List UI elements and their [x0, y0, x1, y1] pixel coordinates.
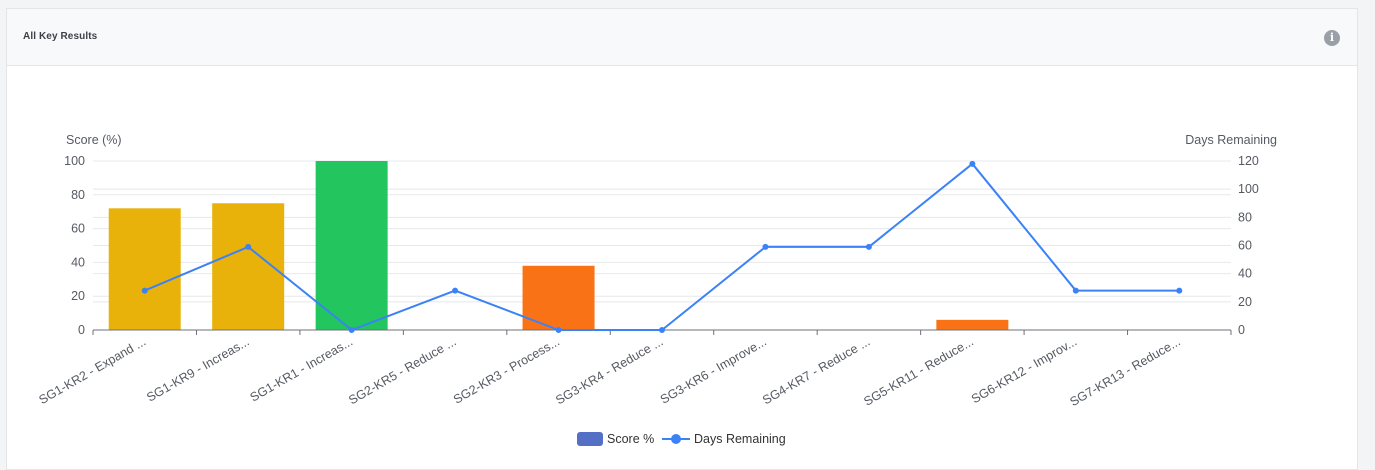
days-remaining-point[interactable]: [762, 243, 769, 250]
legend-days-label: Days Remaining: [694, 432, 786, 446]
info-icon[interactable]: i: [1324, 30, 1340, 46]
days-remaining-point[interactable]: [659, 327, 665, 333]
legend-score-label: Score %: [607, 432, 654, 446]
y-tick-label-right: 120: [1238, 154, 1259, 168]
x-tick-label: SG4-KR7 - Reduce ...: [760, 334, 872, 407]
days-remaining-point[interactable]: [1072, 287, 1079, 294]
x-tick-label: SG1-KR1 - Increas...: [248, 334, 355, 404]
y-axis-title-right: Days Remaining: [1185, 133, 1277, 147]
x-tick-label: SG1-KR9 - Increas...: [144, 334, 251, 404]
days-remaining-point[interactable]: [348, 327, 355, 333]
y-tick-label-right: 0: [1238, 323, 1245, 337]
x-tick-label: SG5-KR11 - Reduce...: [861, 334, 976, 408]
y-axis-title-left: Score (%): [66, 133, 122, 147]
x-tick-label: SG1-KR2 - Expand ...: [37, 334, 149, 407]
x-tick-label: SG6-KR12 - Improv...: [969, 334, 1079, 406]
y-tick-label-left: 40: [71, 255, 85, 269]
score-bar[interactable]: [315, 161, 388, 330]
days-remaining-point[interactable]: [1176, 287, 1183, 294]
days-remaining-point[interactable]: [865, 243, 872, 250]
x-tick-label: SG3-KR4 - Reduce ...: [553, 334, 665, 407]
days-remaining-point[interactable]: [245, 243, 252, 250]
y-tick-label-left: 60: [71, 222, 85, 236]
y-tick-label-right: 60: [1238, 239, 1252, 253]
legend-days-swatch-dot[interactable]: [671, 434, 681, 444]
x-tick-label: SG2-KR5 - Reduce ...: [346, 334, 458, 407]
legend-score-swatch[interactable]: [577, 432, 603, 446]
y-tick-label-right: 20: [1238, 295, 1252, 309]
score-bar[interactable]: [522, 265, 595, 330]
y-tick-label-left: 80: [71, 188, 85, 202]
y-tick-label-left: 20: [71, 289, 85, 303]
card-title: All Key Results: [23, 31, 98, 42]
x-tick-label: SG2-KR3 - Process...: [451, 334, 562, 406]
y-tick-label-left: 0: [78, 323, 85, 337]
score-bar[interactable]: [936, 319, 1009, 330]
score-bar[interactable]: [108, 208, 181, 330]
days-remaining-point[interactable]: [969, 160, 976, 167]
x-tick-label: SG7-KR13 - Reduce...: [1067, 334, 1182, 409]
days-remaining-point[interactable]: [141, 287, 148, 294]
y-tick-label-right: 40: [1238, 267, 1252, 281]
days-remaining-point[interactable]: [452, 287, 459, 294]
y-tick-label-right: 100: [1238, 182, 1259, 196]
y-tick-label-left: 100: [64, 154, 85, 168]
card-header: All Key Results i: [7, 9, 1357, 66]
days-remaining-point[interactable]: [555, 327, 562, 333]
y-tick-label-right: 80: [1238, 210, 1252, 224]
x-tick-label: SG3-KR6 - Improve...: [658, 334, 769, 406]
